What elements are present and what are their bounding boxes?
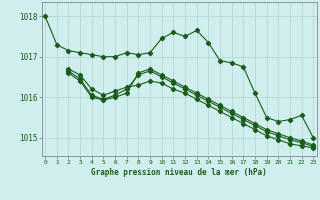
X-axis label: Graphe pression niveau de la mer (hPa): Graphe pression niveau de la mer (hPa) [91, 168, 267, 177]
